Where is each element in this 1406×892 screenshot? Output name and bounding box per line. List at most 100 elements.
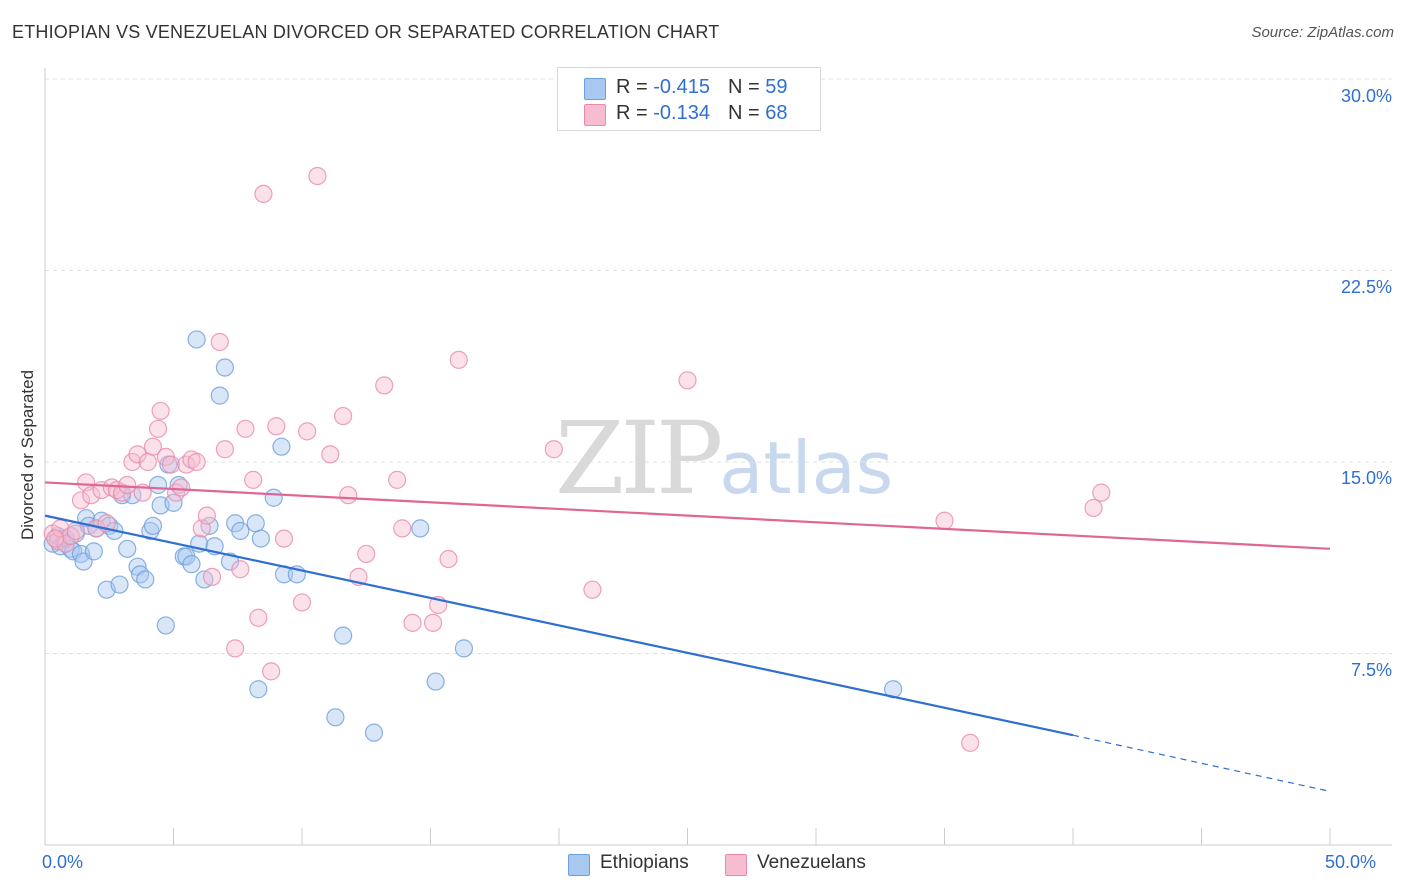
venezuelans-point: [267, 417, 286, 436]
ethiopians-point: [143, 516, 163, 535]
venezuelans-point: [308, 166, 327, 186]
venezuelans-point: [182, 450, 201, 469]
venezuelans-point: [226, 639, 245, 658]
venezuelans-point: [197, 506, 217, 525]
ethiopians-point: [215, 358, 234, 377]
venezuelans-point: [321, 445, 340, 464]
x-tick-label-max: 50.0%: [1325, 852, 1377, 872]
ethiopians-trend-extension: [1072, 734, 1331, 792]
legend-r-value: -0.134: [653, 102, 710, 124]
venezuelans-point: [274, 529, 294, 548]
venezuelans-point: [231, 560, 250, 579]
venezuelans-point: [151, 401, 170, 421]
venezuelans-point: [357, 544, 376, 564]
ethiopians-point: [272, 437, 291, 456]
chart-title: ETHIOPIAN VS VENEZUELAN DIVORCED OR SEPA…: [12, 22, 720, 42]
venezuelans-point: [143, 437, 163, 456]
venezuelans-point: [244, 470, 263, 489]
venezuelans-point: [161, 455, 181, 474]
venezuelans-point: [102, 478, 121, 497]
x-tick-label-min: 0.0%: [42, 852, 84, 872]
venezuelans-point: [678, 371, 697, 390]
ethiopians-point: [411, 519, 430, 538]
venezuelans-point: [128, 445, 147, 464]
legend-n-label: N =: [727, 102, 766, 124]
venezuelans-point: [236, 419, 255, 438]
venezuelans-point: [202, 567, 222, 587]
legend-swatch-venezuelans: [584, 104, 606, 126]
ethiopians-point: [231, 521, 250, 541]
venezuelans-point: [334, 406, 353, 426]
legend-n-value: 59: [765, 76, 788, 98]
ethiopians-point: [426, 672, 445, 691]
venezuelans-point: [935, 511, 954, 530]
bottom-legend-swatch-ethiopians: [568, 854, 590, 876]
ethiopians-point: [136, 570, 155, 589]
ethiopians-point: [246, 514, 265, 533]
ethiopians-point: [210, 386, 229, 405]
ethiopians-trend-line: [44, 514, 1074, 737]
venezuelans-point: [172, 478, 191, 497]
legend-n-value: 68: [765, 102, 788, 124]
y-tick-label-30: 30.0%: [1340, 86, 1392, 106]
venezuelans-point: [292, 593, 312, 612]
y-tick-label-15: 15.0%: [1340, 468, 1392, 488]
venezuelans-point: [339, 486, 358, 505]
ethiopians-point: [251, 529, 270, 548]
legend-n-label: N =: [727, 76, 766, 98]
venezuelans-point: [210, 332, 229, 352]
venezuelans-point: [61, 526, 80, 546]
watermark-zip: ZIP: [555, 400, 723, 517]
venezuelans-point: [249, 608, 268, 627]
legend: R = -0.415 N = 59 R = -0.134 N = 68: [557, 67, 821, 131]
bottom-legend-label-venezuelans: Venezuelans: [757, 852, 866, 873]
ethiopians-point: [130, 565, 150, 584]
ethiopians-point: [220, 552, 240, 571]
watermark: ZIPatlas: [555, 400, 893, 517]
ethiopians-point: [326, 708, 345, 727]
ethiopians-point: [182, 555, 201, 574]
y-tick-label-22-5: 22.5%: [1340, 277, 1392, 297]
venezuelans-point: [393, 519, 412, 538]
venezuelans-point: [46, 529, 65, 548]
venezuelans-point: [71, 491, 91, 510]
y-tick-label-7-5: 7.5%: [1350, 660, 1392, 680]
venezuelans-point: [583, 580, 602, 599]
venezuelans-point: [118, 475, 137, 495]
legend-r-value: -0.415: [653, 76, 710, 98]
venezuelans-trend-line: [44, 481, 1331, 550]
legend-swatch-ethiopians: [584, 78, 606, 100]
ethiopians-point: [364, 723, 384, 742]
bottom-legend-label-ethiopians: Ethiopians: [600, 852, 689, 873]
ethiopians-point: [141, 521, 160, 541]
ethiopians-point: [156, 616, 175, 635]
venezuelans-point: [298, 422, 317, 441]
venezuelans-point: [254, 184, 273, 203]
venezuelans-point: [961, 733, 980, 752]
source-label: Source: ZipAtlas.com: [1251, 24, 1394, 41]
venezuelans-point: [262, 662, 281, 681]
ethiopians-point: [334, 626, 353, 645]
watermark-atlas: atlas: [719, 426, 894, 510]
ethiopians-point: [249, 680, 268, 699]
venezuelans-point: [66, 521, 85, 541]
venezuelans-point: [1092, 483, 1111, 502]
bottom-legend-swatch-venezuelans: [725, 854, 747, 876]
venezuelans-point: [403, 613, 422, 632]
legend-r-label: R =: [616, 76, 654, 98]
venezuelans-point: [215, 440, 234, 459]
legend-r-label: R =: [616, 102, 654, 124]
venezuelans-point: [439, 549, 458, 569]
venezuelans-point: [82, 486, 101, 505]
venezuelans-point: [423, 613, 443, 632]
venezuelans-point: [449, 350, 468, 369]
ethiopians-point: [84, 542, 103, 561]
ethiopians-point: [187, 330, 206, 349]
ethiopians-point: [118, 539, 137, 558]
ethiopians-point: [110, 575, 129, 594]
venezuelans-point: [1084, 498, 1103, 518]
venezuelans-point: [148, 419, 168, 438]
venezuelans-point: [375, 376, 394, 395]
ethiopians-point: [454, 639, 474, 658]
